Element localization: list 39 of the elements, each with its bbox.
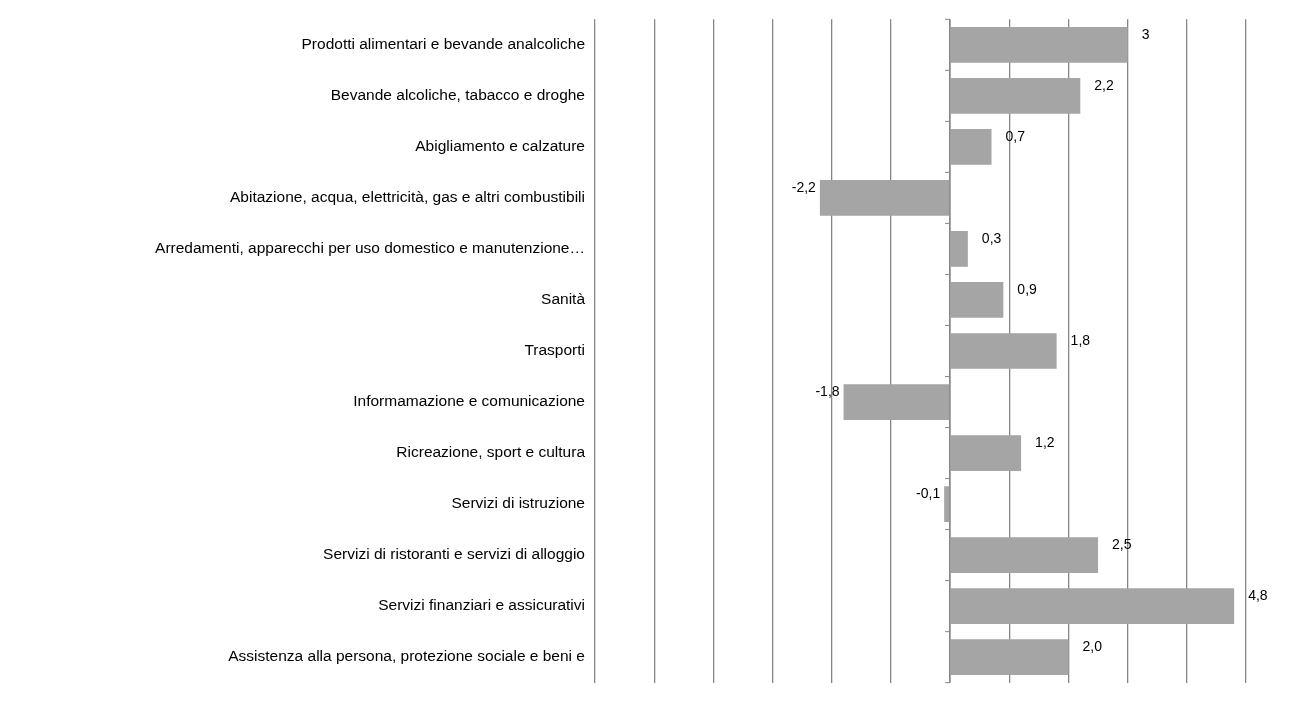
bar xyxy=(950,435,1022,471)
bar xyxy=(950,588,1235,625)
y-tick-label: Servizi di ristoranti e servizi di alloggio xyxy=(323,545,585,563)
bar xyxy=(950,639,1069,676)
data-label: 1,2 xyxy=(1035,433,1055,450)
data-label: -1,8 xyxy=(815,382,840,399)
y-tick-label: Arredamenti, apparecchi per uso domestico e manutenzione… xyxy=(155,239,585,257)
bar xyxy=(944,486,950,522)
y-tick-label: Trasporti xyxy=(524,341,585,359)
data-label: -0,1 xyxy=(916,484,941,501)
data-label: 2,2 xyxy=(1094,76,1114,93)
bar xyxy=(950,77,1081,114)
data-label: 3 xyxy=(1141,25,1150,42)
data-label: 0,3 xyxy=(981,229,1002,246)
data-label: -2,2 xyxy=(791,178,817,195)
bar xyxy=(950,282,1004,318)
bar xyxy=(819,180,950,216)
y-tick-label: Servizi di istruzione xyxy=(451,494,585,512)
bar xyxy=(950,26,1128,63)
y-tick-label: Abitazione, acqua, elettricità, gas e altri combustibili xyxy=(230,188,585,206)
y-tick-label: Ricreazione, sport e cultura xyxy=(396,443,586,461)
data-label: 0,9 xyxy=(1017,280,1038,297)
data-label: 4,8 xyxy=(1248,587,1268,604)
bar xyxy=(950,537,1099,573)
y-tick-label: Sanità xyxy=(541,290,586,308)
bar xyxy=(843,384,950,420)
bar xyxy=(950,129,992,165)
data-label: 1,8 xyxy=(1070,331,1091,348)
y-tick-label: Abigliamento e calzature xyxy=(415,137,585,155)
data-label: 2,0 xyxy=(1082,638,1103,655)
y-tick-label: Prodotti alimentari e bevande analcoliche xyxy=(301,35,585,53)
bar xyxy=(950,231,968,267)
data-label: 0,7 xyxy=(1005,127,1026,144)
y-tick-label: Servizi finanziari e assicurativi xyxy=(378,596,585,614)
y-tick-label: Informamazione e comunicazione xyxy=(353,392,585,410)
y-tick-label: Assistenza alla persona, protezione sociale e beni e xyxy=(228,647,585,665)
bar xyxy=(950,333,1057,369)
y-tick-label: Bevande alcoliche, tabacco e droghe xyxy=(330,86,585,104)
data-label: 2,5 xyxy=(1112,535,1132,552)
